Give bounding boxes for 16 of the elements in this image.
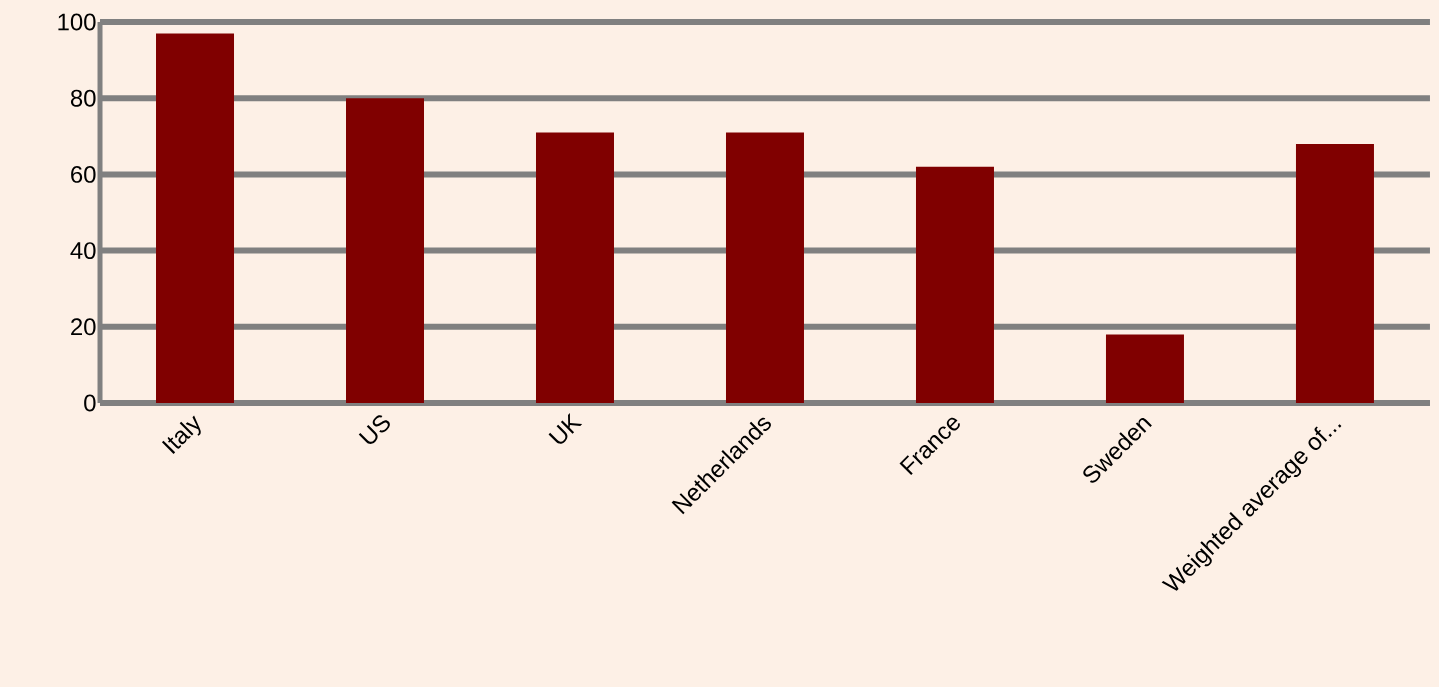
y-tick-label: 40 (70, 242, 96, 260)
y-tick-label: 100 (58, 13, 96, 31)
x-tick-label: US (358, 415, 390, 444)
bar (1295, 143, 1374, 403)
bar (156, 33, 235, 403)
y-tick-label: 80 (70, 89, 96, 107)
bar (915, 166, 994, 403)
y-tick-label: 0 (84, 394, 96, 412)
bar (536, 132, 614, 403)
y-tick-label: 60 (71, 165, 96, 183)
y-tick-label: 20 (71, 318, 96, 336)
bar (725, 132, 804, 403)
x-tick-label: UK (548, 413, 583, 444)
x-tick-label: Italy (161, 415, 201, 454)
bar (346, 98, 424, 403)
bar (1105, 334, 1184, 403)
